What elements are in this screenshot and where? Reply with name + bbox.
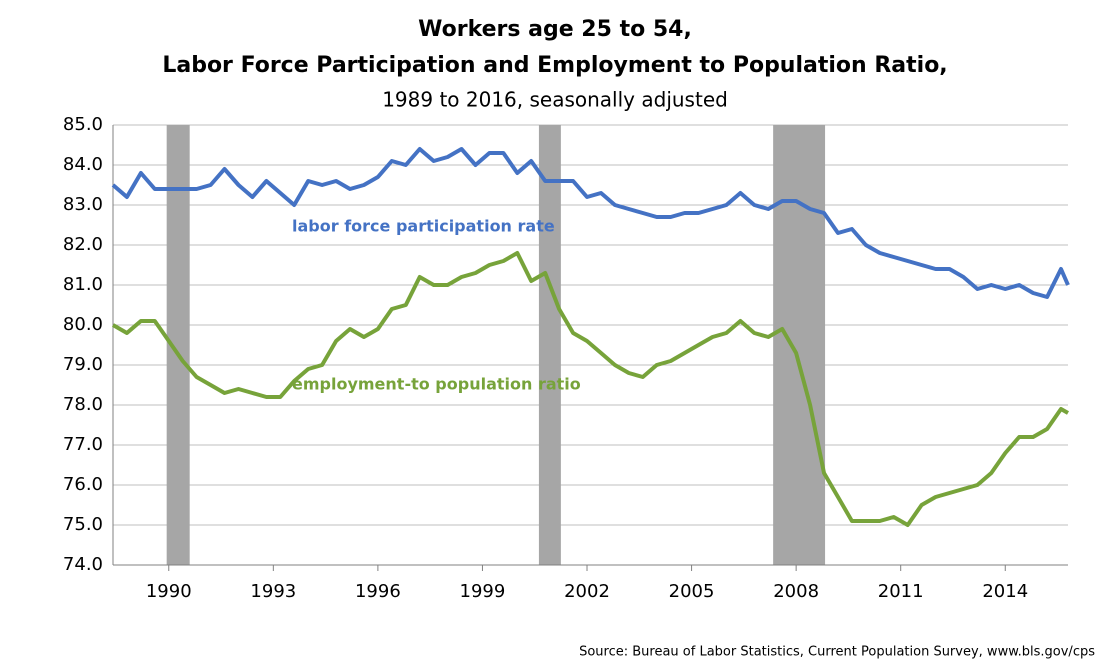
series-line [112, 251, 1069, 527]
recession-band [538, 125, 561, 565]
recession-band [166, 125, 190, 565]
series-label: labor force participation rate [292, 217, 555, 236]
x-tick-label: 2014 [982, 581, 1028, 602]
y-tick-label: 82.0 [63, 234, 103, 255]
y-tick-label: 74.0 [63, 554, 103, 575]
chart-subtitle: 1989 to 2016, seasonally adjusted [382, 88, 728, 112]
y-tick-label: 76.0 [63, 474, 103, 495]
chart-title: Labor Force Participation and Employment… [162, 53, 947, 78]
x-tick-label: 1996 [355, 581, 401, 602]
series-line [111, 147, 1070, 299]
series-label: employment-to population ratio [292, 375, 581, 394]
x-tick-label: 2002 [564, 581, 610, 602]
x-tick-label: 1990 [146, 581, 192, 602]
y-tick-label: 77.0 [63, 434, 103, 455]
y-tick-label: 80.0 [63, 314, 103, 335]
y-tick-label: 85.0 [63, 114, 103, 135]
x-tick-label: 2011 [878, 581, 924, 602]
y-tick-label: 79.0 [63, 354, 103, 375]
y-tick-label: 81.0 [63, 274, 103, 295]
x-tick-label: 1999 [460, 581, 506, 602]
x-tick-label: 2005 [669, 581, 715, 602]
y-tick-label: 78.0 [63, 394, 103, 415]
y-tick-label: 84.0 [63, 154, 103, 175]
source-note: Source: Bureau of Labor Statistics, Curr… [579, 645, 1095, 660]
recession-band [773, 125, 826, 565]
y-tick-label: 75.0 [63, 514, 103, 535]
chart-title: Workers age 25 to 54, [418, 17, 692, 42]
x-tick-label: 2008 [773, 581, 819, 602]
y-tick-label: 83.0 [63, 194, 103, 215]
x-tick-label: 1993 [250, 581, 296, 602]
